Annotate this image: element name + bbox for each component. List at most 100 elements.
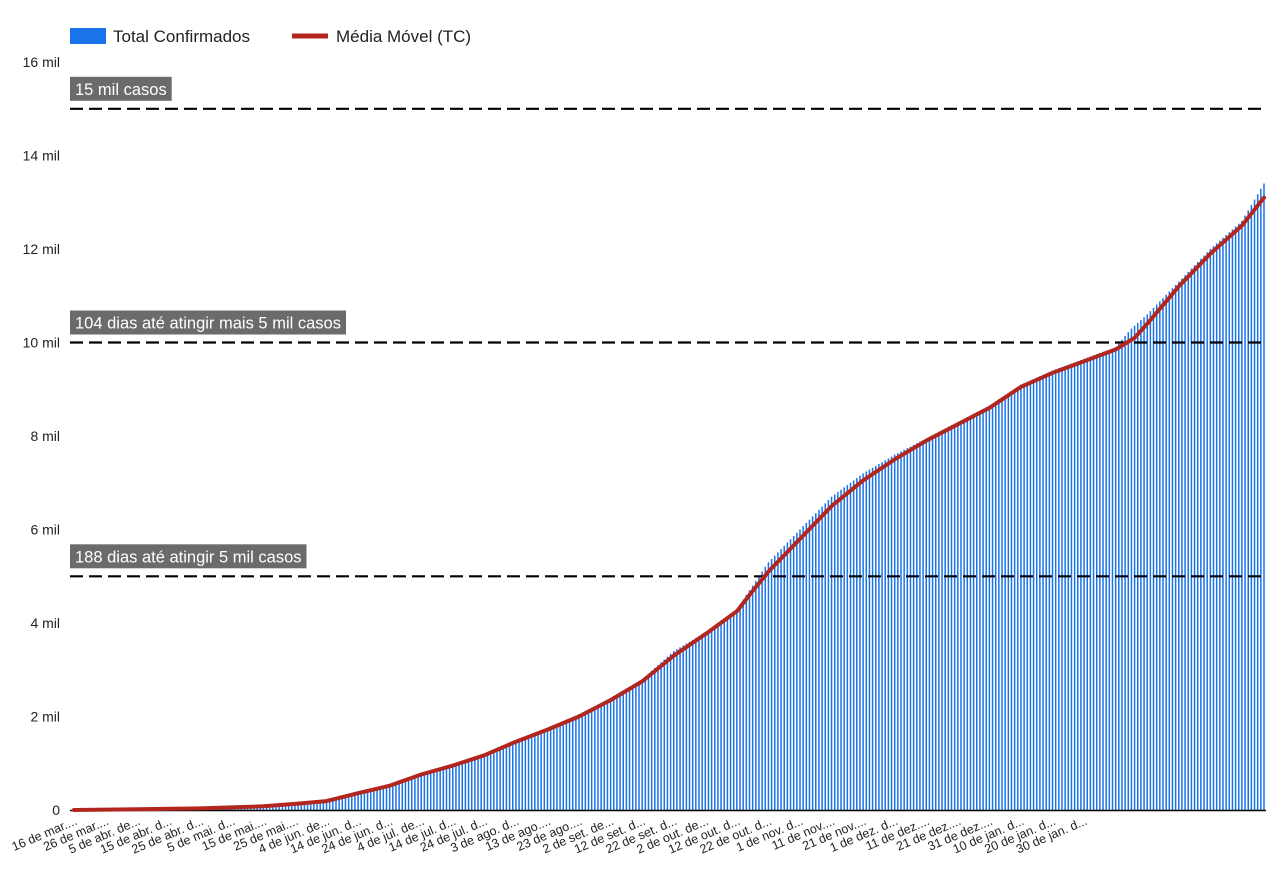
y-tick-label-2: 4 mil xyxy=(30,615,60,631)
bar-day-256 xyxy=(881,462,883,810)
y-tick-label-1: 2 mil xyxy=(30,709,60,725)
legend-label-total-confirmados[interactable]: Total Confirmados xyxy=(113,27,250,46)
bar-day-114 xyxy=(433,769,435,810)
bar-day-164 xyxy=(590,707,593,810)
bar-day-123 xyxy=(461,761,463,810)
bar-day-102 xyxy=(395,781,397,810)
reference-label-1: 104 dias até atingir mais 5 mil casos xyxy=(75,315,341,333)
bar-day-207 xyxy=(726,615,729,810)
bar-day-227 xyxy=(789,539,792,810)
bar-day-151 xyxy=(549,726,552,810)
bar-day-177 xyxy=(631,684,634,810)
bars-total-confirmados xyxy=(73,183,1265,811)
bar-day-366 xyxy=(1228,232,1231,811)
legend-label-media-movel[interactable]: Média Móvel (TC) xyxy=(336,27,471,46)
bar-day-64 xyxy=(275,804,277,810)
bar-day-335 xyxy=(1130,328,1133,810)
bar-day-336 xyxy=(1133,325,1136,810)
bar-day-162 xyxy=(584,710,587,810)
bar-day-354 xyxy=(1190,268,1193,810)
bar-day-361 xyxy=(1212,246,1215,810)
bar-day-172 xyxy=(616,694,618,810)
bar-day-307 xyxy=(1042,374,1044,810)
bar-day-233 xyxy=(808,519,811,810)
bar-day-325 xyxy=(1099,353,1101,810)
bar-day-215 xyxy=(751,585,754,810)
bar-day-224 xyxy=(780,549,782,810)
bar-day-80 xyxy=(325,800,328,810)
bar-day-377 xyxy=(1263,183,1265,811)
bar-day-248 xyxy=(856,478,858,810)
bar-day-297 xyxy=(1010,390,1013,810)
y-tick-label-0: 0 xyxy=(52,802,60,818)
bar-day-218 xyxy=(761,571,763,810)
bar-day-226 xyxy=(786,542,789,810)
bar-day-363 xyxy=(1219,240,1221,811)
bar-day-260 xyxy=(893,454,896,810)
bar-day-163 xyxy=(587,709,590,810)
bar-day-238 xyxy=(824,503,826,810)
chart-legend[interactable]: Total Confirmados Média Móvel (TC) xyxy=(70,27,471,46)
bar-day-262 xyxy=(900,451,902,810)
bar-day-165 xyxy=(594,705,596,810)
bar-day-95 xyxy=(373,787,375,810)
legend-swatch-total-confirmados[interactable] xyxy=(70,28,106,44)
bar-day-293 xyxy=(998,399,1000,810)
bar-day-87 xyxy=(347,793,350,810)
bar-day-339 xyxy=(1143,317,1145,810)
bar-day-372 xyxy=(1247,210,1249,810)
bar-day-133 xyxy=(493,749,495,810)
bar-day-104 xyxy=(401,779,404,810)
bar-day-318 xyxy=(1077,361,1079,810)
moving-average-line xyxy=(72,195,1266,812)
bar-day-181 xyxy=(644,676,647,810)
bar-day-343 xyxy=(1155,304,1158,810)
bar-day-374 xyxy=(1253,199,1256,810)
bar-day-142 xyxy=(521,737,523,810)
bar-day-355 xyxy=(1193,265,1196,810)
bar-day-124 xyxy=(464,760,467,810)
bar-day-371 xyxy=(1244,215,1246,811)
bar-day-146 xyxy=(534,732,536,810)
bar-day-376 xyxy=(1260,188,1262,810)
bar-day-216 xyxy=(755,580,757,810)
bar-day-341 xyxy=(1149,311,1152,810)
bar-day-198 xyxy=(698,636,700,810)
bar-day-108 xyxy=(414,774,416,810)
bar-day-128 xyxy=(477,755,479,810)
bar-day-296 xyxy=(1007,392,1010,810)
bar-day-357 xyxy=(1200,258,1202,810)
bar-day-125 xyxy=(467,759,470,810)
bar-day-310 xyxy=(1051,370,1054,810)
bar-day-170 xyxy=(609,697,612,810)
bar-day-131 xyxy=(486,752,489,810)
bar-day-98 xyxy=(382,785,385,810)
bar-day-153 xyxy=(556,723,558,810)
bar-day-157 xyxy=(568,718,571,810)
bar-day-91 xyxy=(360,790,362,810)
bar-day-303 xyxy=(1029,380,1032,810)
bar-day-211 xyxy=(739,604,741,810)
bar-day-67 xyxy=(284,804,287,810)
bar-day-119 xyxy=(448,765,451,810)
bar-day-206 xyxy=(723,618,725,810)
bar-day-330 xyxy=(1114,347,1117,810)
bar-day-338 xyxy=(1140,320,1142,810)
bar-day-82 xyxy=(332,798,334,810)
bar-day-214 xyxy=(748,590,751,810)
bar-day-290 xyxy=(988,405,991,810)
bar-day-283 xyxy=(966,417,969,810)
bar-day-302 xyxy=(1026,381,1029,810)
bar-day-305 xyxy=(1035,377,1038,810)
bar-day-143 xyxy=(524,736,527,810)
bar-day-304 xyxy=(1032,378,1035,810)
bar-day-267 xyxy=(916,443,918,810)
bar-day-148 xyxy=(540,730,542,810)
bar-day-324 xyxy=(1095,354,1098,810)
bar-day-298 xyxy=(1013,388,1016,810)
bar-day-332 xyxy=(1121,339,1123,810)
bar-day-328 xyxy=(1108,349,1111,810)
bar-day-317 xyxy=(1073,362,1076,810)
bar-day-316 xyxy=(1070,363,1073,810)
